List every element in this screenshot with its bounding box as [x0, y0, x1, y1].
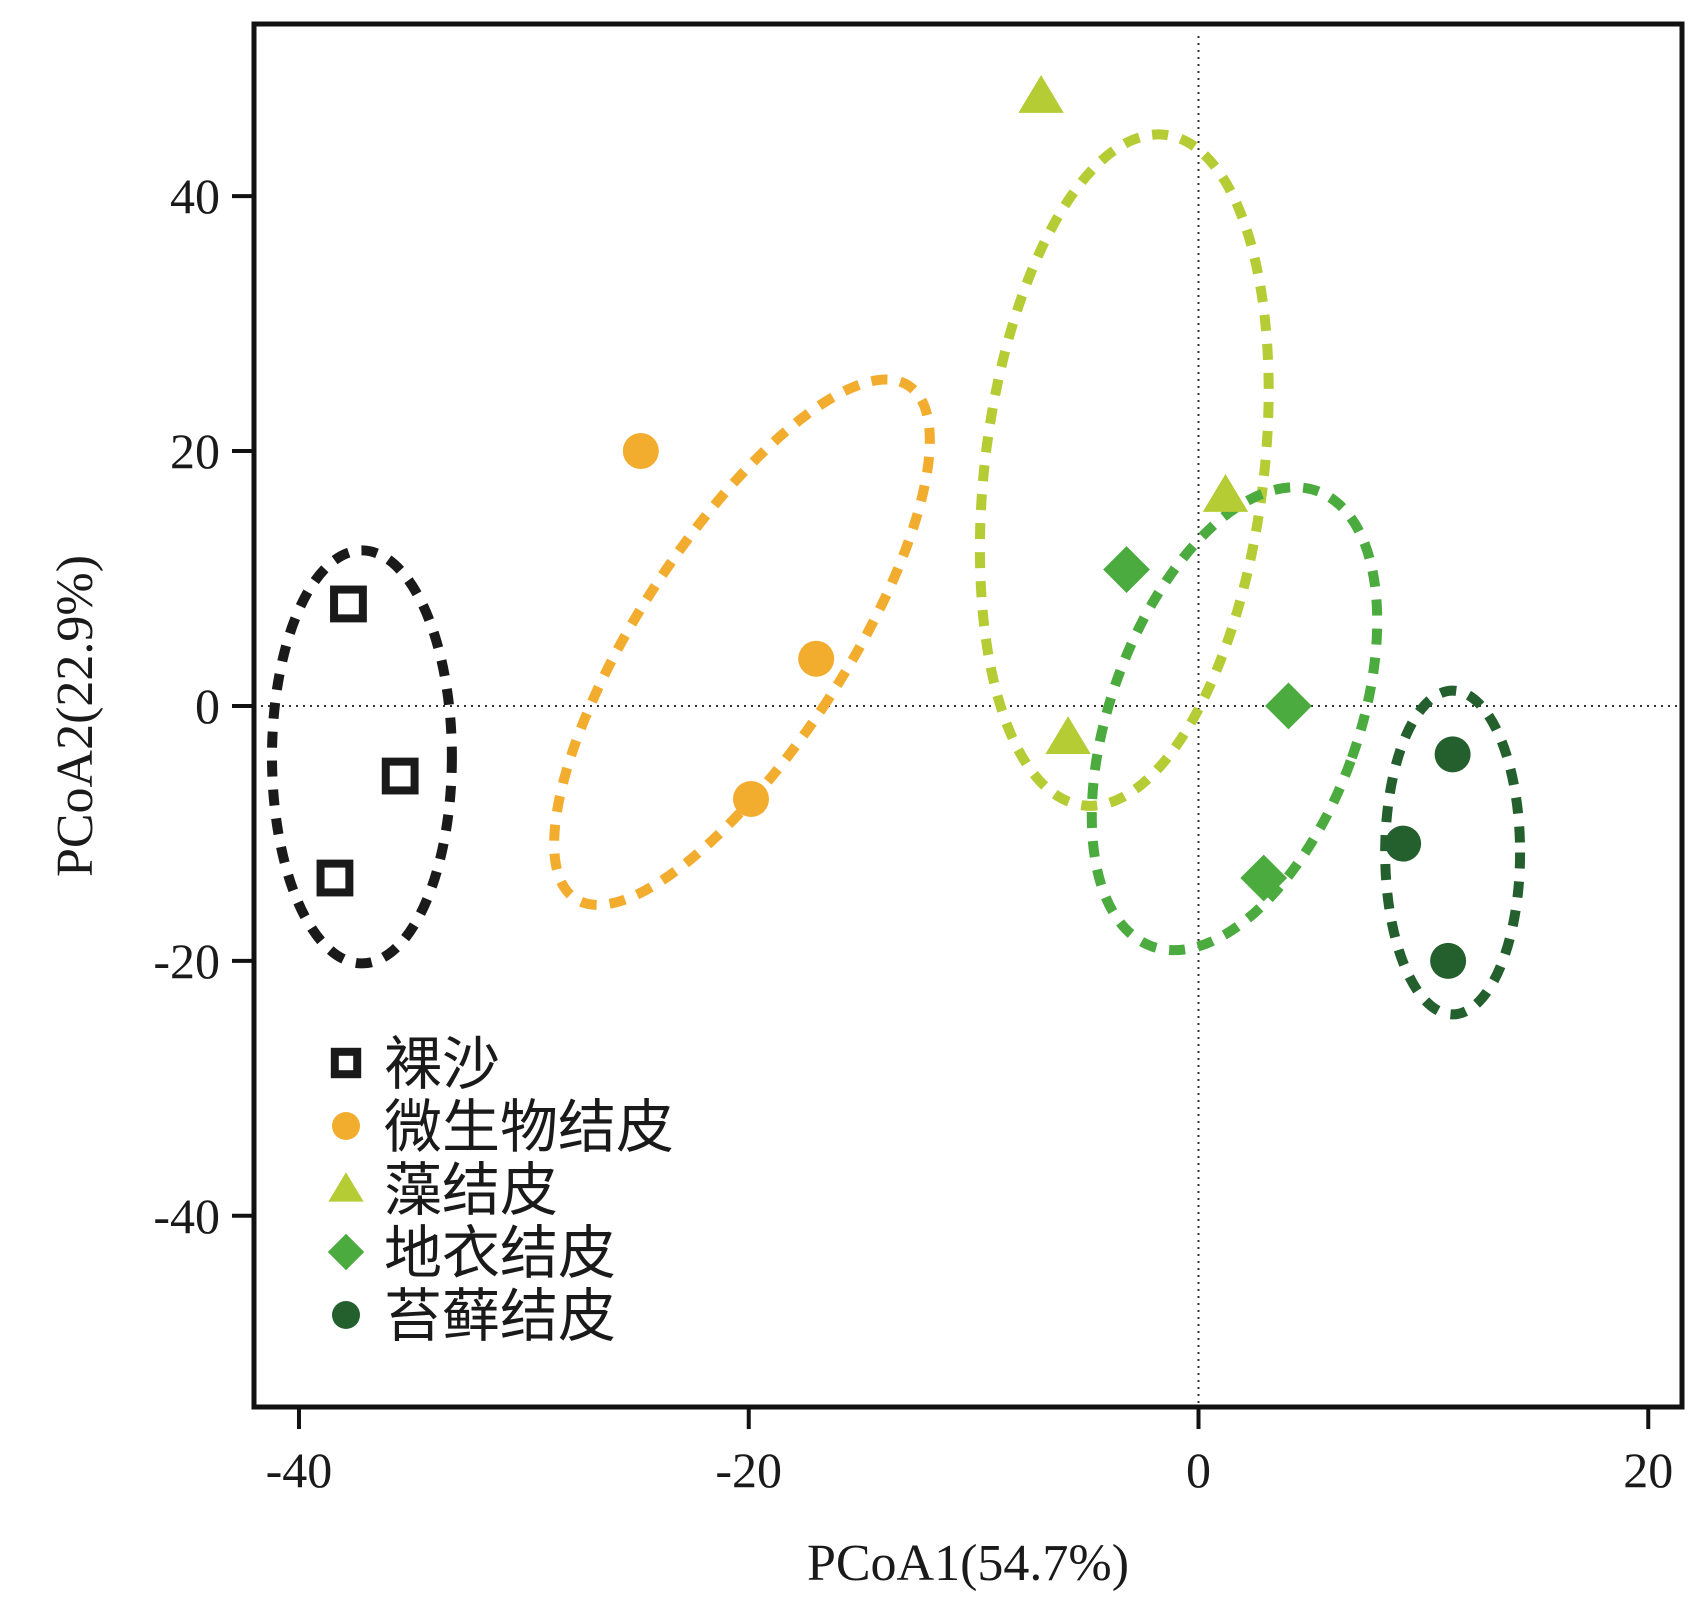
point-series-2-0 — [1018, 75, 1064, 113]
x-tick-label: -20 — [715, 1442, 782, 1498]
point-series-1-2 — [732, 780, 769, 817]
data-points — [316, 75, 1471, 979]
legend-marker-1 — [332, 1112, 360, 1140]
point-series-0-0 — [330, 585, 367, 623]
ellipse-series-1 — [549, 374, 935, 910]
x-tick-label: -40 — [266, 1442, 333, 1498]
x-tick-label: 0 — [1186, 1442, 1211, 1498]
reference-lines — [254, 36, 1682, 1407]
point-series-0-1 — [381, 757, 419, 795]
ellipse-series-3 — [1086, 482, 1383, 956]
point-series-2-2 — [1045, 716, 1091, 755]
legend-label-2: 藻结皮 — [384, 1156, 558, 1224]
ellipse-series-0 — [266, 545, 457, 969]
y-tick-label: -20 — [153, 933, 220, 989]
y-axis-label: PCoA2(22.9%) — [47, 555, 104, 877]
legend-label-3: 地衣结皮 — [384, 1219, 616, 1287]
point-series-0-2 — [316, 859, 354, 897]
legend-marker-2 — [328, 1172, 364, 1202]
legend-label-1: 微生物结皮 — [384, 1093, 674, 1161]
point-series-1-1 — [798, 640, 835, 677]
point-series-1-0 — [622, 433, 659, 470]
ellipse-series-4 — [1380, 685, 1526, 1020]
x-tick-label: 20 — [1623, 1442, 1673, 1498]
y-axis-ticks: 40 20 0 -20 -40 — [153, 168, 254, 1244]
x-axis-label: PCoA1(54.7%) — [807, 1535, 1129, 1592]
x-axis-ticks: -40 -20 0 20 — [266, 1407, 1673, 1498]
point-series-3-0 — [1103, 546, 1150, 593]
legend-marker-4 — [332, 1301, 360, 1329]
legend-marker-0 — [330, 1047, 362, 1079]
y-tick-label: -40 — [153, 1188, 220, 1244]
point-series-3-2 — [1240, 854, 1288, 902]
point-series-4-1 — [1385, 825, 1422, 862]
confidence-ellipses — [266, 129, 1526, 1020]
legend-label-0: 裸沙 — [384, 1030, 500, 1098]
plot-frame — [251, 21, 1685, 1410]
y-tick-label: 40 — [170, 168, 220, 224]
legend-label-4: 苔藓结皮 — [384, 1282, 616, 1350]
point-series-4-2 — [1430, 942, 1467, 979]
point-series-3-1 — [1265, 682, 1312, 730]
point-series-2-1 — [1202, 474, 1249, 512]
legend-marker-3 — [327, 1233, 365, 1271]
y-tick-label: 0 — [195, 678, 220, 734]
y-tick-label: 20 — [170, 423, 220, 479]
ellipse-series-2 — [974, 129, 1274, 811]
point-series-4-0 — [1434, 736, 1471, 773]
